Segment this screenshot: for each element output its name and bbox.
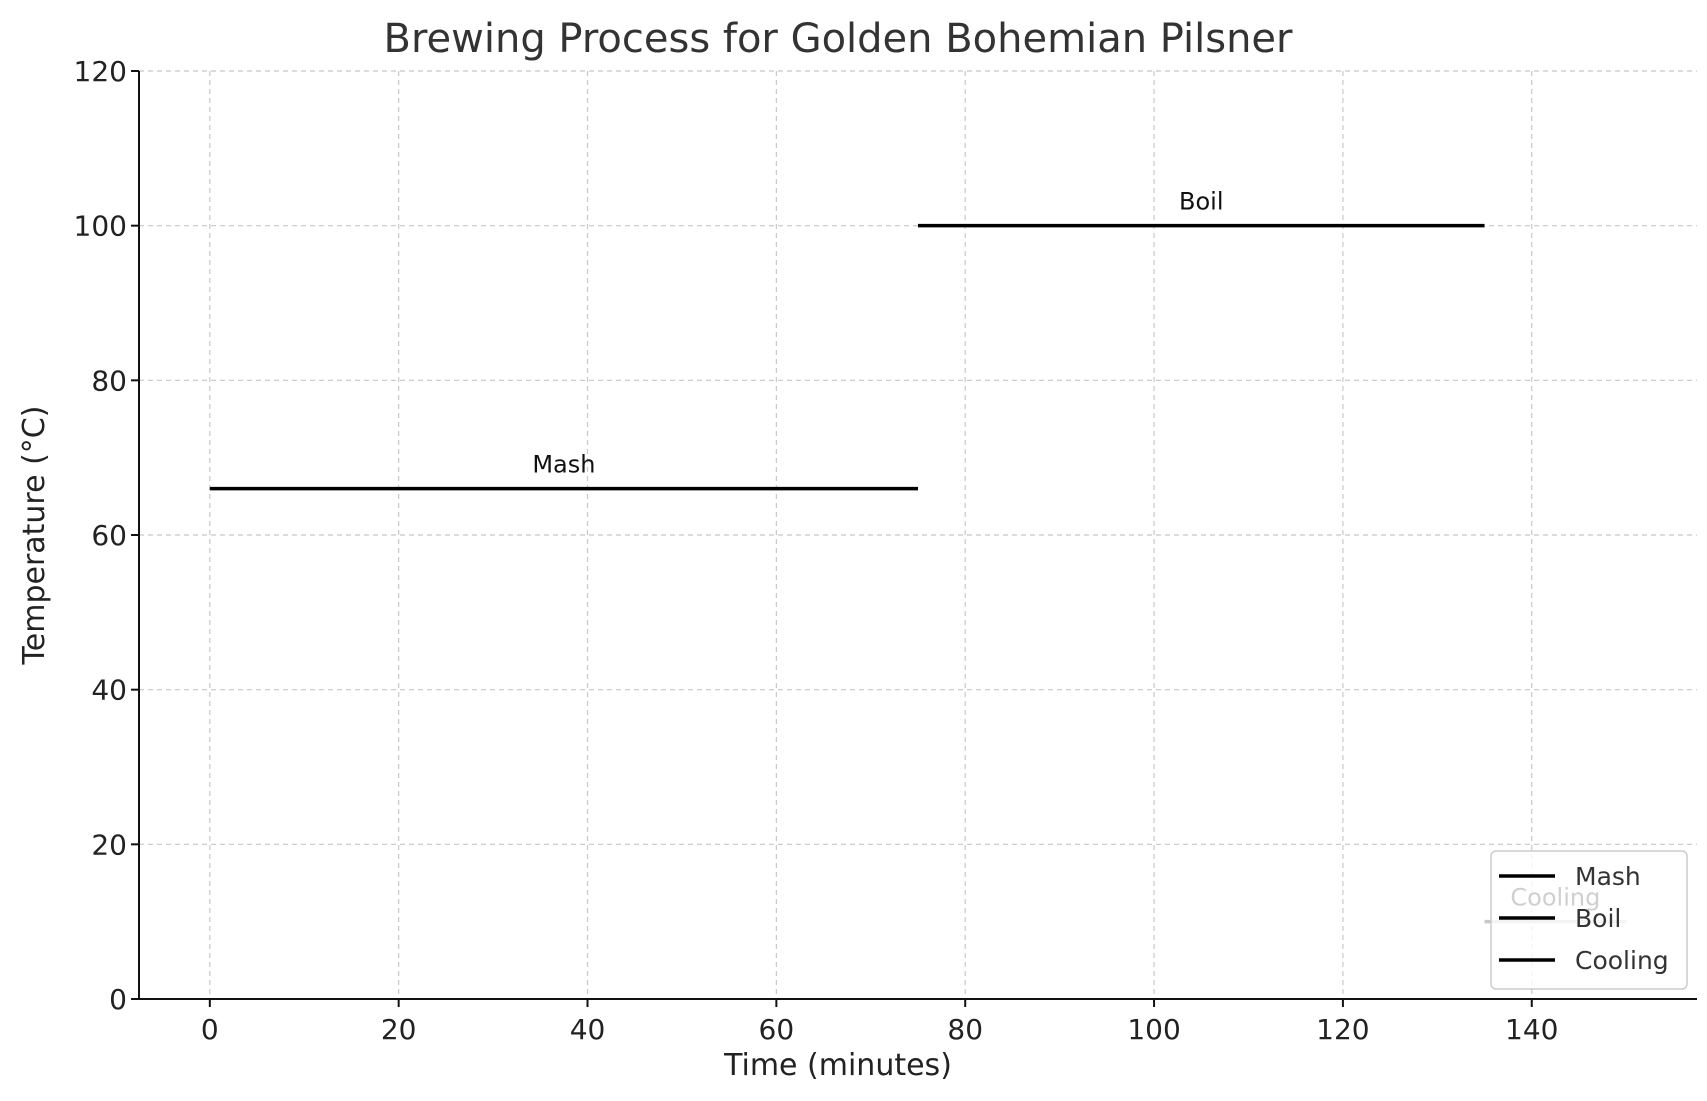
x-tick-label: 20 (381, 1013, 417, 1046)
legend-items: Mash Boil Cooling (1499, 862, 1669, 975)
y-tick-label: 80 (91, 364, 127, 397)
series-layer (209, 223, 1627, 924)
legend-label-cooling: Cooling (1575, 946, 1669, 975)
annotation-mash: Mash (532, 451, 595, 479)
y-tick-label: 20 (91, 828, 127, 861)
x-tick-label: 40 (570, 1013, 606, 1046)
legend-label-mash: Mash (1575, 862, 1641, 891)
y-tick-label: 100 (74, 210, 127, 243)
ticks-layer: 0 20 40 60 80 100 120 140 0 20 40 60 80 100 120 (74, 55, 1559, 1046)
legend-box (1490, 850, 1688, 990)
legend-label-boil: Boil (1575, 904, 1621, 933)
x-tick-label: 100 (1127, 1013, 1180, 1046)
x-axis-label: Time (minutes) (723, 1048, 952, 1083)
x-tick-label: 140 (1505, 1013, 1558, 1046)
legend: Mash Boil Cooling (1490, 850, 1688, 990)
y-axis-label: Temperature (°C) (17, 406, 52, 666)
annotation-boil: Boil (1179, 188, 1223, 216)
chart-title: Brewing Process for Golden Bohemian Pils… (384, 16, 1294, 62)
y-tick-label: 60 (91, 519, 127, 552)
x-tick-label: 0 (201, 1013, 219, 1046)
y-tick-label: 0 (109, 983, 127, 1016)
y-tick-label: 120 (74, 55, 127, 88)
y-tick-label: 40 (91, 674, 127, 707)
grid-layer (139, 70, 1697, 1000)
x-tick-label: 80 (947, 1013, 983, 1046)
x-tick-label: 120 (1316, 1013, 1369, 1046)
x-tick-label: 60 (759, 1013, 795, 1046)
